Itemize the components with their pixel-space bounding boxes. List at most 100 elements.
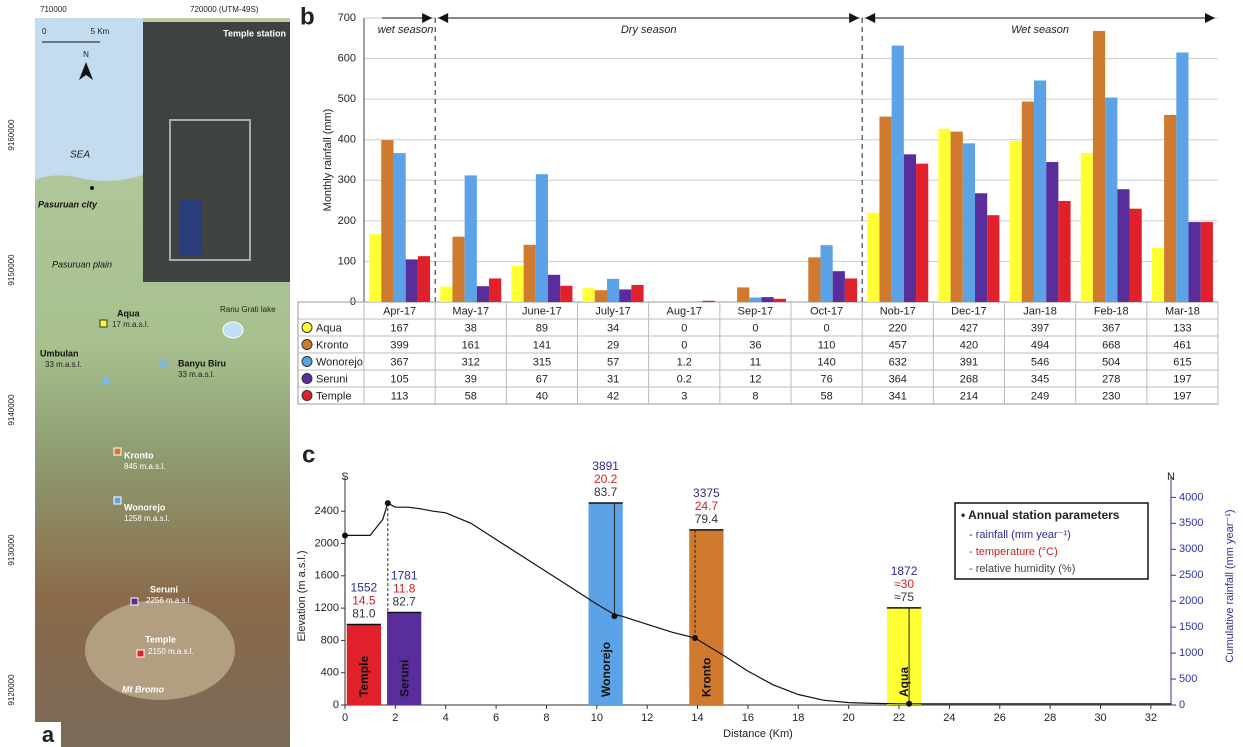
place-label: Umbulan — [40, 348, 79, 358]
table-cell: 113 — [391, 390, 409, 402]
arrow-head — [849, 13, 860, 23]
legend-label: Wonorejo — [316, 356, 363, 368]
y2-tick-label: 2500 — [1179, 569, 1203, 581]
rainfall-label: 1872 — [891, 564, 918, 578]
table-cell: 315 — [533, 356, 551, 368]
y-tick-label: 400 — [338, 134, 356, 146]
x-tick-label: July-17 — [595, 305, 630, 317]
station-marker — [113, 496, 122, 505]
y2-axis-label: Cumulative rainfall (mm year⁻¹) — [1224, 509, 1236, 662]
map-x-tick: 720000 (UTM-49S) — [190, 5, 259, 14]
y-tick-label: 200 — [338, 215, 356, 227]
legend-label: Aqua — [316, 322, 343, 334]
arrow-head — [865, 13, 876, 23]
place-label: Seruni — [150, 584, 178, 594]
bar — [582, 288, 595, 302]
table-cell: 214 — [960, 390, 978, 402]
table-cell: 0 — [681, 322, 687, 334]
x-tick-label: Jan-18 — [1023, 305, 1057, 317]
place-label: Pasuruan city — [38, 199, 98, 209]
map-y-tick: 9140000 — [7, 394, 16, 426]
x-tick-label: 6 — [493, 712, 499, 724]
bar — [1080, 153, 1093, 302]
place-dot — [90, 186, 94, 190]
map-y-tick: 9130000 — [7, 534, 16, 566]
legend-item: - temperature (°C) — [969, 546, 1058, 558]
table-cell: 278 — [1102, 373, 1120, 385]
x-tick-label: 28 — [1044, 712, 1056, 724]
bar — [476, 286, 490, 302]
map-y-tick: 9160000 — [7, 119, 16, 151]
table-cell: 367 — [1102, 322, 1120, 334]
table-cell: 1.2 — [677, 356, 692, 368]
table-cell: 57 — [607, 356, 619, 368]
table-cell: 615 — [1173, 356, 1191, 368]
scale-label: 0 — [42, 27, 47, 36]
x-tick-label: Dec-17 — [951, 305, 986, 317]
bar — [702, 300, 715, 302]
panel-label: b — [300, 3, 315, 30]
bar — [867, 212, 880, 302]
north-arrow — [79, 62, 93, 80]
x-tick-label: June-17 — [522, 305, 562, 317]
place-elevation: 2256 m.a.s.l. — [146, 596, 192, 605]
table-cell: 11 — [750, 356, 761, 368]
table-cell: 0 — [681, 339, 687, 351]
x-tick-label: 18 — [792, 712, 804, 724]
bar — [1105, 97, 1118, 303]
humidity-label: 81.0 — [352, 607, 376, 621]
table-cell: 397 — [1031, 322, 1049, 334]
bar — [489, 278, 502, 302]
x-tick-label: 10 — [591, 712, 603, 724]
end-label: N — [1167, 471, 1175, 483]
place-label: Pasuruan plain — [52, 259, 112, 269]
station-name: Wonorejo — [599, 642, 613, 697]
bar — [975, 193, 988, 302]
place-elevation: 33 m.a.s.l. — [45, 360, 82, 369]
bar — [1151, 248, 1165, 302]
temperature-label: ≈30 — [894, 577, 914, 591]
place-label: Aqua — [117, 308, 140, 318]
bar — [844, 278, 858, 302]
table-cell: 504 — [1102, 356, 1120, 368]
table-cell: 0 — [824, 322, 830, 334]
table-cell: 89 — [536, 322, 548, 334]
table-cell: 34 — [607, 322, 619, 334]
bar — [832, 271, 845, 302]
map-sea — [35, 18, 143, 181]
y-tick-label: 300 — [338, 174, 356, 186]
humidity-label: ≈75 — [894, 590, 914, 604]
station-marker — [99, 319, 108, 328]
humidity-label: 82.7 — [393, 595, 417, 609]
table-cell: 312 — [462, 356, 480, 368]
y-tick-label: 500 — [338, 93, 356, 105]
place-label: Banyu Biru — [178, 358, 226, 368]
station-bar — [588, 503, 623, 705]
station-bar — [346, 624, 382, 705]
station-marker — [136, 649, 145, 658]
photo — [143, 22, 290, 282]
place-label: SEA — [70, 150, 90, 161]
y-tick-label: 600 — [338, 52, 356, 64]
temperature-label: 11.8 — [393, 582, 416, 596]
table-cell: 668 — [1102, 339, 1120, 351]
table-cell: 457 — [889, 339, 907, 351]
station-name: Aqua — [897, 667, 911, 697]
humidity-label: 79.4 — [695, 512, 719, 526]
bar — [619, 289, 632, 302]
y-tick-label: 1200 — [315, 602, 339, 614]
spring-marker — [159, 360, 167, 368]
table-cell: 345 — [1031, 373, 1049, 385]
table-cell: 8 — [752, 390, 758, 402]
x-tick-label: 0 — [342, 712, 348, 724]
table-cell: 140 — [817, 356, 835, 368]
bar — [1129, 208, 1142, 302]
table-cell: 29 — [607, 339, 619, 351]
x-tick-label: Nob-17 — [880, 305, 916, 317]
y-tick-label: 400 — [321, 667, 339, 679]
arrow-head — [1205, 13, 1215, 23]
bar — [1117, 189, 1130, 302]
bar — [548, 274, 561, 302]
map: Temple station 0 5 Km N 710000 720000 (U… — [7, 5, 290, 747]
